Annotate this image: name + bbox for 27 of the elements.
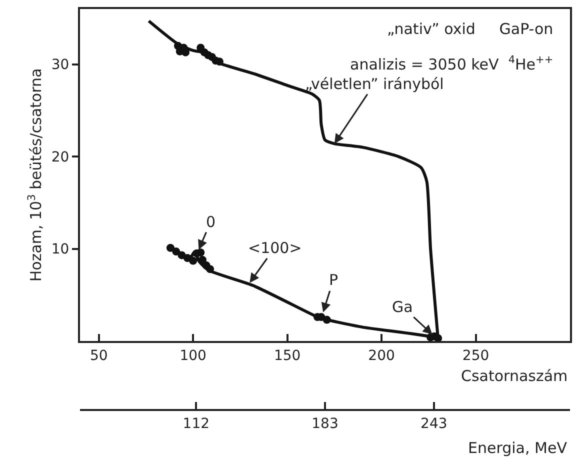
annotation: 0 — [206, 213, 216, 231]
annotation: Ga — [392, 298, 413, 316]
point — [189, 256, 198, 265]
annotation: „nativ” oxid GaP-on — [387, 20, 554, 38]
x2-tick-label: 243 — [420, 416, 448, 432]
point — [322, 316, 331, 324]
annotation: P — [329, 271, 338, 289]
x-tick-label: 150 — [274, 348, 301, 364]
x-axis-title: Csatornaszám — [461, 367, 568, 385]
point — [166, 244, 174, 252]
x-tick-label: 250 — [462, 348, 490, 364]
x2-axis-title: Energia, MeV — [468, 439, 568, 457]
y-tick-label: 20 — [51, 149, 70, 166]
y-tick-label: 10 — [51, 242, 70, 258]
x-tick-label: 50 — [90, 348, 108, 364]
annotation: <100> — [248, 239, 302, 257]
point — [198, 256, 206, 264]
y-tick-label: 30 — [51, 57, 70, 74]
x2-tick-label: 183 — [312, 416, 338, 432]
point — [206, 265, 214, 274]
x-tick-label: 100 — [180, 348, 206, 364]
point — [196, 248, 205, 256]
annotation: „véletlen” irányból — [305, 75, 444, 93]
point — [172, 248, 180, 256]
annotation: analizis = 3050 keV $^{4}$He$^{++}$ — [350, 54, 554, 74]
x-tick-label: 200 — [368, 348, 395, 364]
x2-tick-label: 112 — [182, 416, 210, 432]
